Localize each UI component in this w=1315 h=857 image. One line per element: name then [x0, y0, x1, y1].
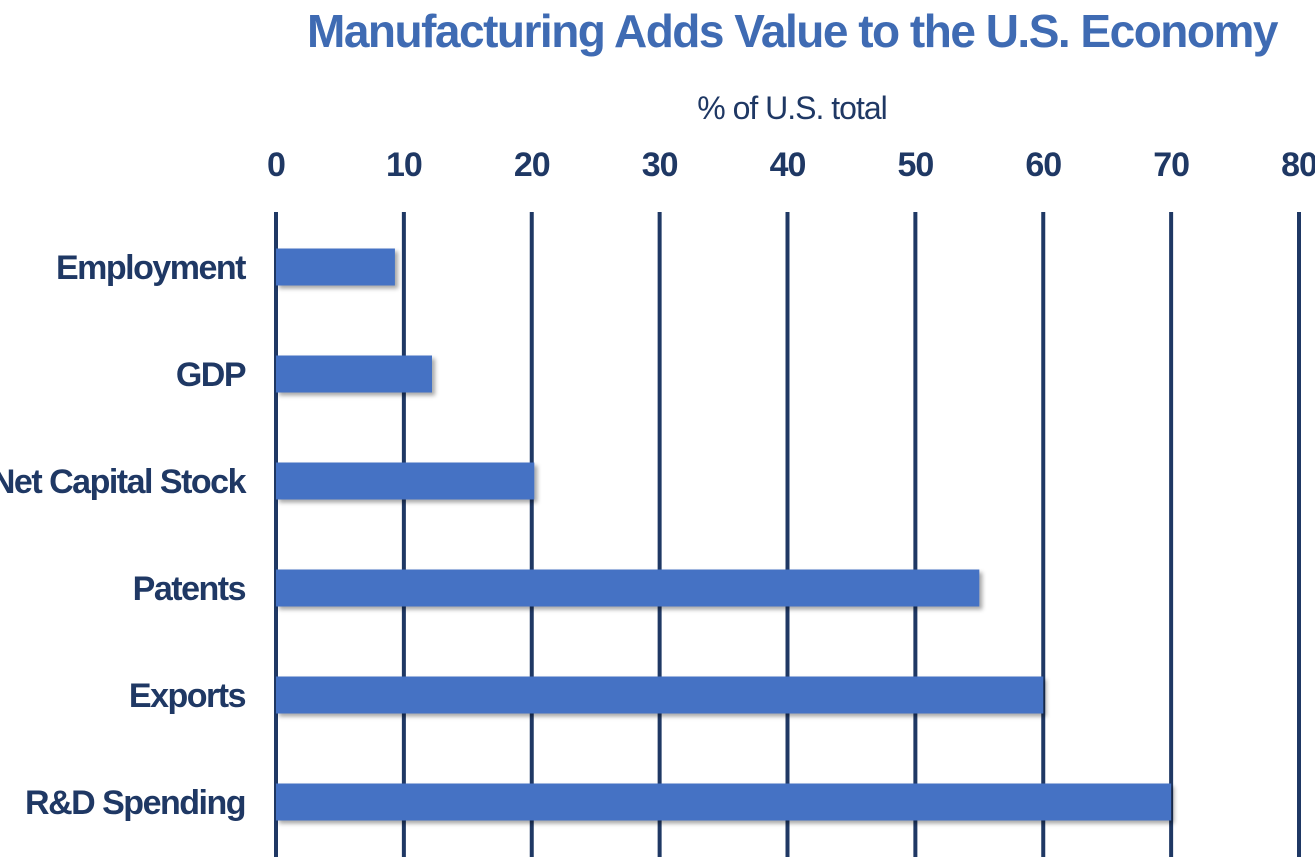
x-tick-label-10: 10	[386, 146, 422, 184]
bar-exports	[276, 676, 1044, 714]
x-tick-labels: 0 10 20 30 40 50 60 70 80	[267, 146, 1315, 184]
x-tick-label-20: 20	[514, 146, 550, 184]
bar-patents	[276, 569, 980, 607]
category-labels: Employment GDP Net Capital Stock Patents Exp…	[0, 249, 248, 822]
category-label-patents: Patents	[133, 570, 246, 608]
x-tick-label-80: 80	[1281, 146, 1315, 184]
x-tick-label-0: 0	[267, 146, 285, 184]
bar-r-d-spending	[276, 783, 1172, 821]
x-tick-label-70: 70	[1153, 146, 1189, 184]
gridlines	[274, 212, 1301, 857]
x-tick-label-50: 50	[897, 146, 933, 184]
bar-employment	[276, 248, 395, 286]
category-label-exports: Exports	[129, 677, 246, 715]
x-tick-label-40: 40	[770, 146, 806, 184]
bars	[276, 248, 1172, 821]
x-axis-label: % of U.S. total	[697, 90, 887, 126]
category-label-r-d-spending: R&D Spending	[25, 784, 245, 822]
category-label-gdp: GDP	[176, 356, 246, 394]
bar-net-capital-stock	[276, 462, 535, 500]
chart-title: Manufacturing Adds Value to the U.S. Eco…	[307, 5, 1279, 57]
category-label-employment: Employment	[56, 249, 246, 287]
bar-gdp	[276, 355, 433, 393]
x-tick-label-30: 30	[642, 146, 678, 184]
category-label-net-capital-stock: Net Capital Stock	[0, 463, 247, 501]
x-tick-label-60: 60	[1025, 146, 1061, 184]
